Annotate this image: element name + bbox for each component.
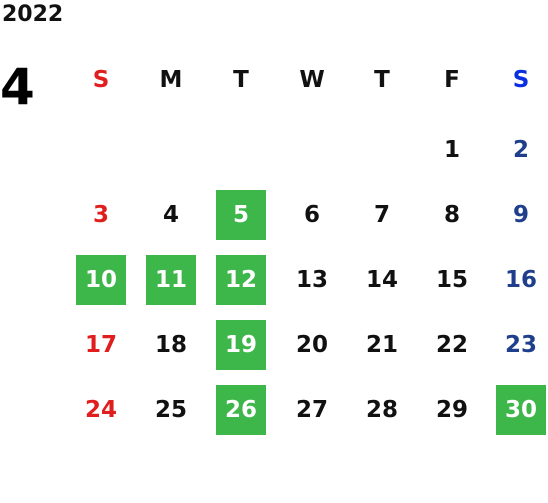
weekday-header: M	[159, 67, 183, 93]
day-cell[interactable]: 1	[443, 137, 460, 163]
day-cell[interactable]: 15	[435, 267, 468, 293]
day-cell[interactable]: 16	[504, 267, 537, 293]
day-cell[interactable]: 19	[216, 320, 266, 370]
weekday-header: S	[512, 67, 530, 93]
day-cell[interactable]: 6	[303, 202, 320, 228]
weekday-header: T	[374, 67, 390, 93]
day-cell[interactable]: 25	[154, 397, 187, 423]
day-cell[interactable]: 20	[295, 332, 328, 358]
day-cell[interactable]: 9	[512, 202, 529, 228]
weekday-header: T	[233, 67, 249, 93]
day-cell[interactable]: 29	[435, 397, 468, 423]
month-label: 4	[0, 58, 35, 116]
day-cell[interactable]: 17	[84, 332, 117, 358]
day-cell[interactable]: 24	[84, 397, 117, 423]
day-cell[interactable]: 28	[365, 397, 398, 423]
day-cell[interactable]: 12	[216, 255, 266, 305]
day-cell[interactable]: 11	[146, 255, 196, 305]
day-cell[interactable]: 3	[92, 202, 109, 228]
day-cell[interactable]: 10	[76, 255, 126, 305]
weekday-header: S	[92, 67, 110, 93]
day-cell[interactable]: 7	[373, 202, 390, 228]
day-cell[interactable]: 8	[443, 202, 460, 228]
year-label: 2022	[2, 2, 64, 27]
day-cell[interactable]: 23	[504, 332, 537, 358]
day-cell[interactable]: 30	[496, 385, 546, 435]
day-cell[interactable]: 2	[512, 137, 529, 163]
weekday-header: W	[299, 67, 325, 93]
weekday-header: F	[444, 67, 460, 93]
day-cell[interactable]: 27	[295, 397, 328, 423]
day-cell[interactable]: 4	[162, 202, 179, 228]
day-cell[interactable]: 18	[154, 332, 187, 358]
day-cell[interactable]: 26	[216, 385, 266, 435]
day-cell[interactable]: 22	[435, 332, 468, 358]
day-cell[interactable]: 5	[216, 190, 266, 240]
day-cell[interactable]: 21	[365, 332, 398, 358]
day-cell[interactable]: 14	[365, 267, 398, 293]
day-cell[interactable]: 13	[295, 267, 328, 293]
